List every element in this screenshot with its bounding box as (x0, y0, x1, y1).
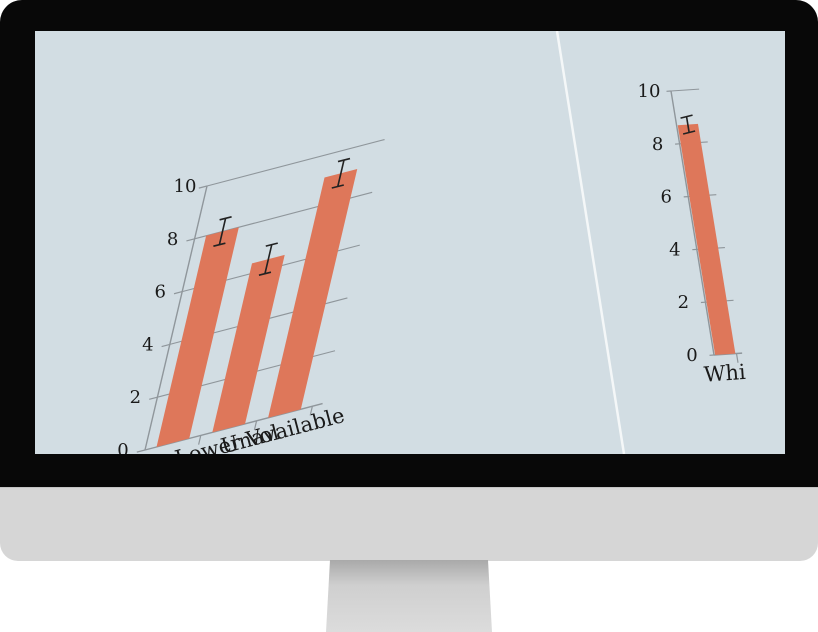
y-tick-label: 2 (678, 292, 689, 313)
bar (156, 227, 239, 447)
error-bar-cap (258, 271, 272, 276)
bar-chart-2: 0 2 4 6 8 10 Whi (638, 81, 747, 387)
monitor-screen: 0 2 4 6 8 10 Lower Vol Unavailable 0 2 4 6 8 10 Whi (35, 31, 785, 454)
x-tick-mark (253, 420, 258, 431)
error-bar-cap (337, 157, 351, 163)
y-tick-mark (161, 343, 170, 348)
gridline (670, 88, 700, 92)
error-bar (218, 218, 227, 245)
error-bar (337, 159, 345, 187)
y-tick-label: 4 (669, 239, 680, 260)
y-tick-label: 0 (117, 440, 128, 454)
error-bar-cap (213, 242, 226, 247)
slide-divider (555, 31, 626, 454)
y-tick-label: 8 (652, 134, 663, 155)
y-tick-mark (173, 291, 183, 295)
monitor-stand (326, 560, 492, 632)
error-bar-cap (219, 216, 232, 221)
y-tick-label: 10 (638, 81, 661, 102)
y-tick-label: 10 (174, 176, 197, 197)
y-tick-mark (186, 238, 195, 242)
y-tick-label: 0 (686, 345, 697, 366)
y-axis (670, 90, 715, 356)
error-bar-cap (682, 130, 696, 135)
y-tick-label: 8 (167, 229, 178, 250)
y-tick-label: 6 (154, 282, 165, 303)
x-tick-mark (735, 353, 739, 363)
y-axis (144, 185, 208, 451)
error-bar-cap (265, 242, 278, 247)
x-category-label: Whi (703, 360, 747, 387)
error-bar (685, 116, 690, 133)
monitor-chin (0, 487, 818, 561)
x-tick-mark (309, 406, 313, 416)
y-tick-label: 6 (660, 187, 671, 208)
y-tick-mark (149, 396, 158, 400)
error-bar-cap (331, 184, 344, 189)
y-tick-label: 2 (130, 387, 141, 408)
bar (268, 168, 358, 418)
gridline (206, 139, 385, 187)
error-bar-cap (680, 114, 693, 119)
y-tick-label: 4 (142, 334, 153, 355)
bar (677, 123, 736, 355)
y-tick-mark (136, 449, 146, 453)
x-tick-mark (198, 435, 202, 445)
y-tick-mark (198, 185, 208, 189)
bar (212, 254, 285, 433)
error-bar (264, 244, 273, 274)
